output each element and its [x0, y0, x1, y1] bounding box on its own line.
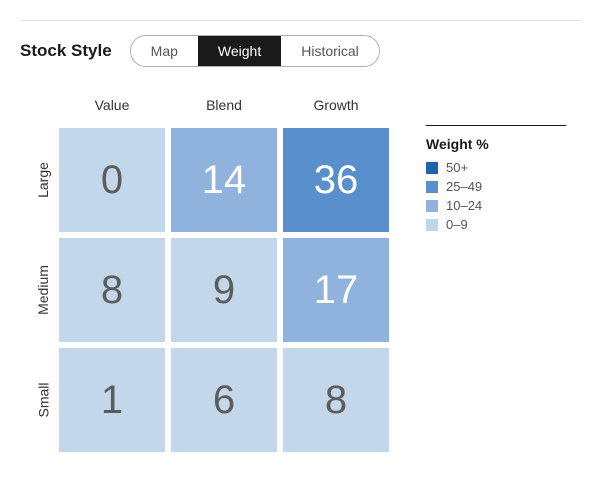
legend-swatch: [426, 181, 438, 193]
legend-swatch: [426, 200, 438, 212]
row-headers: LargeMediumSmall: [30, 125, 56, 455]
heatmap-cell: 14: [168, 125, 280, 235]
heatmap-cell: 1: [56, 345, 168, 455]
heatmap-cell: 0: [56, 125, 168, 235]
row-header: Medium: [30, 235, 56, 345]
tab-map[interactable]: Map: [131, 36, 198, 66]
heatmap-cell: 36: [280, 125, 392, 235]
heatmap-cell: 17: [280, 235, 392, 345]
column-header: Growth: [280, 95, 392, 125]
heatmap-cell: 6: [168, 345, 280, 455]
legend-label: 10–24: [446, 198, 482, 214]
heatmap-cell: 8: [56, 235, 168, 345]
column-headers: ValueBlendGrowth: [56, 95, 392, 125]
legend-item: 25–49: [426, 179, 566, 195]
legend-item: 10–24: [426, 198, 566, 214]
legend-label: 25–49: [446, 179, 482, 195]
legend-rule: [426, 125, 566, 126]
column-header: Value: [56, 95, 168, 125]
legend-title: Weight %: [426, 136, 566, 152]
row-header: Large: [30, 125, 56, 235]
legend-swatch: [426, 219, 438, 231]
heatmap-grid: 01436 8917 168: [56, 125, 392, 455]
tab-historical[interactable]: Historical: [281, 36, 379, 66]
heatmap-cell: 9: [168, 235, 280, 345]
legend-label: 0–9: [446, 217, 468, 233]
heatmap-cell: 8: [280, 345, 392, 455]
legend-item: 50+: [426, 160, 566, 176]
legend-swatch: [426, 162, 438, 174]
content-area: LargeMediumSmall ValueBlendGrowth 01436 8…: [20, 95, 582, 455]
legend-label: 50+: [446, 160, 468, 176]
column-header: Blend: [168, 95, 280, 125]
legend: Weight % 50+ 25–49 10–24 0–9: [426, 125, 566, 236]
legend-items: 50+ 25–49 10–24 0–9: [426, 160, 566, 233]
view-tabs: MapWeightHistorical: [130, 35, 380, 67]
header-bar: Stock Style MapWeightHistorical: [20, 20, 582, 67]
row-header: Small: [30, 345, 56, 455]
legend-item: 0–9: [426, 217, 566, 233]
tab-weight[interactable]: Weight: [198, 36, 281, 66]
stylebox-chart: LargeMediumSmall ValueBlendGrowth 01436 8…: [30, 95, 392, 455]
section-title: Stock Style: [20, 41, 112, 61]
